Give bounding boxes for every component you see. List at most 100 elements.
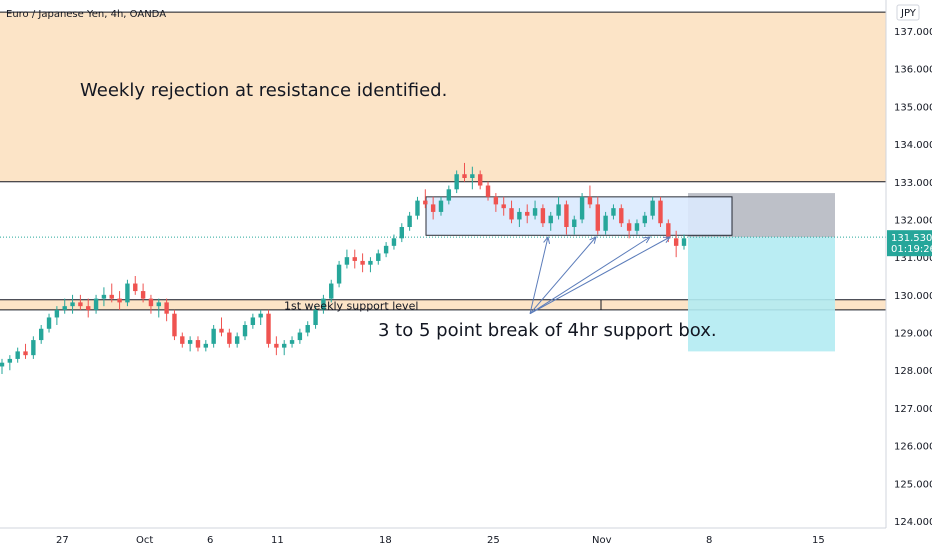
candle-body bbox=[117, 298, 122, 303]
candle-body bbox=[336, 264, 342, 284]
last-price-label: 131.530 bbox=[891, 233, 932, 244]
y-tick-label: 125.000 bbox=[894, 479, 932, 490]
candle-body bbox=[109, 294, 114, 299]
candle-body bbox=[681, 238, 687, 246]
candle-body bbox=[219, 328, 224, 333]
candle-body bbox=[203, 343, 209, 348]
y-tick-label: 136.000 bbox=[894, 65, 932, 76]
candle-body bbox=[619, 208, 624, 224]
candle-body bbox=[0, 362, 5, 367]
price-tag bbox=[887, 230, 932, 257]
candle-body bbox=[211, 328, 216, 344]
candle-body bbox=[54, 309, 60, 318]
break-arrow bbox=[529, 236, 549, 314]
candle-body bbox=[493, 196, 499, 205]
x-tick-label: 11 bbox=[271, 535, 284, 546]
candle-body bbox=[556, 204, 561, 216]
candle-body bbox=[140, 291, 146, 299]
candle-body bbox=[305, 325, 310, 333]
candle-body bbox=[180, 336, 185, 344]
candle-body bbox=[658, 200, 663, 224]
candle-body bbox=[477, 174, 483, 186]
y-tick-label: 127.000 bbox=[894, 404, 932, 415]
countdown-label: 01:19:26 bbox=[891, 244, 932, 255]
candle-body bbox=[344, 257, 350, 265]
candle-body bbox=[313, 309, 318, 325]
candle-body bbox=[430, 204, 436, 212]
candle-body bbox=[101, 294, 107, 299]
candle-body bbox=[626, 223, 632, 231]
candle-body bbox=[438, 200, 444, 212]
candle-body bbox=[7, 358, 13, 363]
break-arrow bbox=[529, 236, 597, 315]
candle-body bbox=[564, 204, 569, 227]
candle-body bbox=[172, 313, 177, 337]
x-tick-label: Nov bbox=[592, 535, 612, 546]
candle-body bbox=[274, 343, 279, 348]
candle-body bbox=[462, 174, 467, 178]
candle-body bbox=[548, 215, 553, 224]
y-tick-label: 132.000 bbox=[894, 215, 932, 226]
candle-body bbox=[62, 306, 67, 310]
candle-body bbox=[242, 325, 248, 337]
weekly-rejection-note: Weekly rejection at resistance identifie… bbox=[80, 80, 447, 101]
candle-body bbox=[31, 340, 36, 356]
candle-body bbox=[125, 283, 130, 303]
y-tick-label: 134.000 bbox=[894, 140, 932, 151]
candle-body bbox=[70, 302, 75, 307]
candle-body bbox=[250, 317, 256, 325]
candle-body bbox=[195, 340, 201, 348]
y-tick-label: 130.000 bbox=[894, 291, 932, 302]
candle-body bbox=[187, 340, 193, 344]
candles-layer bbox=[0, 162, 687, 374]
candle-body bbox=[329, 283, 334, 299]
candle-body bbox=[603, 215, 608, 231]
candle-body bbox=[297, 332, 303, 341]
candle-body bbox=[595, 204, 600, 231]
candle-body bbox=[383, 245, 389, 254]
break-arrow-head bbox=[662, 236, 672, 243]
resistance-zone bbox=[0, 12, 886, 182]
x-tick-label: Oct bbox=[136, 535, 153, 546]
candle-body bbox=[611, 208, 616, 216]
y-tick-label: 129.000 bbox=[894, 329, 932, 340]
candle-body bbox=[446, 189, 452, 201]
x-tick-label: 27 bbox=[56, 535, 69, 546]
break-arrow-head bbox=[589, 236, 597, 244]
x-tick-label: 15 bbox=[812, 535, 825, 546]
candle-body bbox=[532, 208, 538, 216]
chart-title: Euro / Japanese Yen, 4h, OANDA bbox=[6, 9, 166, 20]
candle-body bbox=[282, 343, 287, 348]
candle-body bbox=[501, 204, 506, 209]
y-tick-label: 128.000 bbox=[894, 366, 932, 377]
candle-body bbox=[38, 328, 44, 341]
candle-body bbox=[93, 298, 99, 310]
candle-body bbox=[46, 317, 52, 329]
candle-body bbox=[454, 174, 459, 190]
candle-body bbox=[376, 253, 381, 261]
candle-body bbox=[164, 302, 169, 314]
x-tick-label: 25 bbox=[487, 535, 500, 546]
candle-body bbox=[86, 306, 91, 310]
y-tick-label: 131.000 bbox=[894, 253, 932, 264]
annotations-layer: Weekly rejection at resistance identifie… bbox=[0, 80, 886, 341]
currency-button[interactable] bbox=[896, 4, 920, 21]
candle-body bbox=[517, 211, 522, 220]
candle-body bbox=[321, 298, 326, 310]
y-tick-label: 135.000 bbox=[894, 102, 932, 113]
candle-body bbox=[15, 351, 20, 359]
candle-body bbox=[540, 208, 546, 224]
candle-body bbox=[423, 200, 428, 205]
break-arrow bbox=[529, 236, 651, 315]
candle-body bbox=[368, 260, 373, 265]
support-level-label: 1st weekly support level bbox=[284, 299, 418, 312]
candle-body bbox=[485, 185, 491, 197]
candle-body bbox=[258, 313, 263, 318]
candle-body bbox=[673, 238, 679, 246]
candle-body bbox=[470, 174, 475, 178]
target-zone bbox=[688, 237, 835, 352]
candle-body bbox=[227, 332, 232, 344]
support-box-4hr bbox=[425, 196, 733, 236]
